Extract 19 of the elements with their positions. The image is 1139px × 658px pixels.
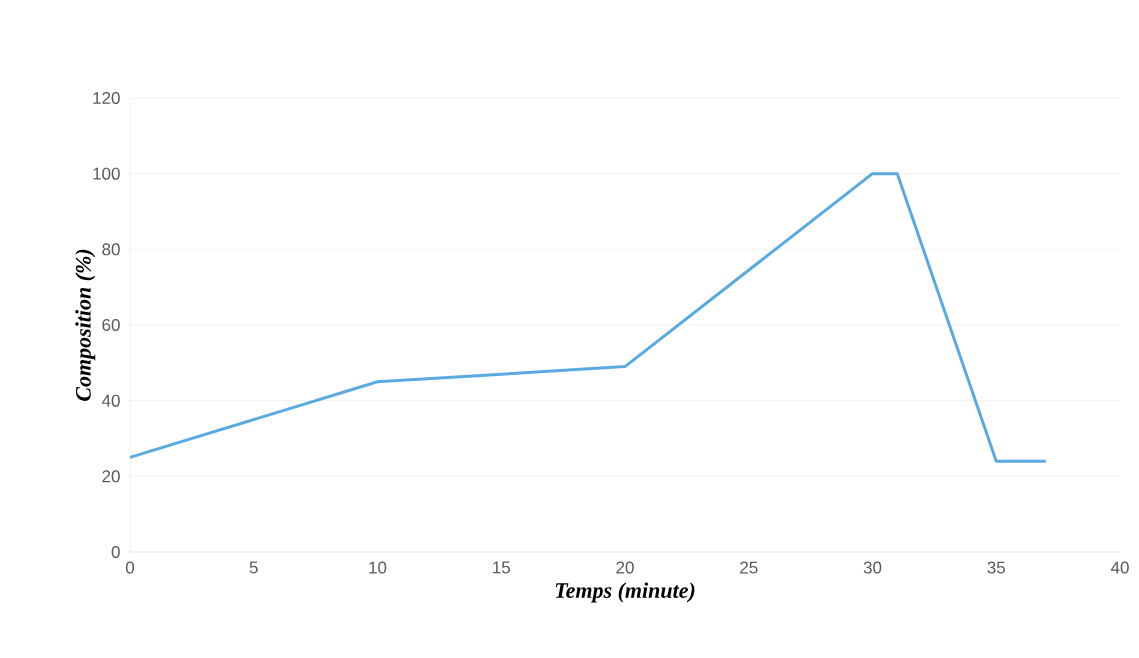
x-tick-label: 0 — [125, 561, 135, 574]
x-tick-label: 40 — [1110, 561, 1129, 574]
x-tick-label: 20 — [616, 561, 634, 574]
y-tick-label: 80 — [102, 243, 120, 256]
x-tick-label: 15 — [493, 561, 510, 574]
x-axis-title: Temps (minute) — [555, 582, 695, 603]
y-tick-label: 20 — [102, 470, 120, 483]
y-tick-label: 40 — [101, 394, 120, 407]
x-tick-label: 35 — [987, 561, 1005, 574]
y-tick-label: 120 — [93, 91, 120, 105]
y-tick-label: 0 — [111, 545, 120, 559]
y-axis-title: Composition (%) — [75, 249, 96, 401]
y-tick-label: 100 — [93, 167, 120, 180]
y-tick-label: 60 — [102, 318, 120, 332]
x-tick-label: 25 — [740, 561, 758, 574]
x-tick-label: 30 — [863, 561, 882, 574]
line-series — [128, 172, 1048, 463]
x-tick-label: 10 — [369, 561, 387, 574]
x-tick-label: 5 — [249, 561, 258, 574]
